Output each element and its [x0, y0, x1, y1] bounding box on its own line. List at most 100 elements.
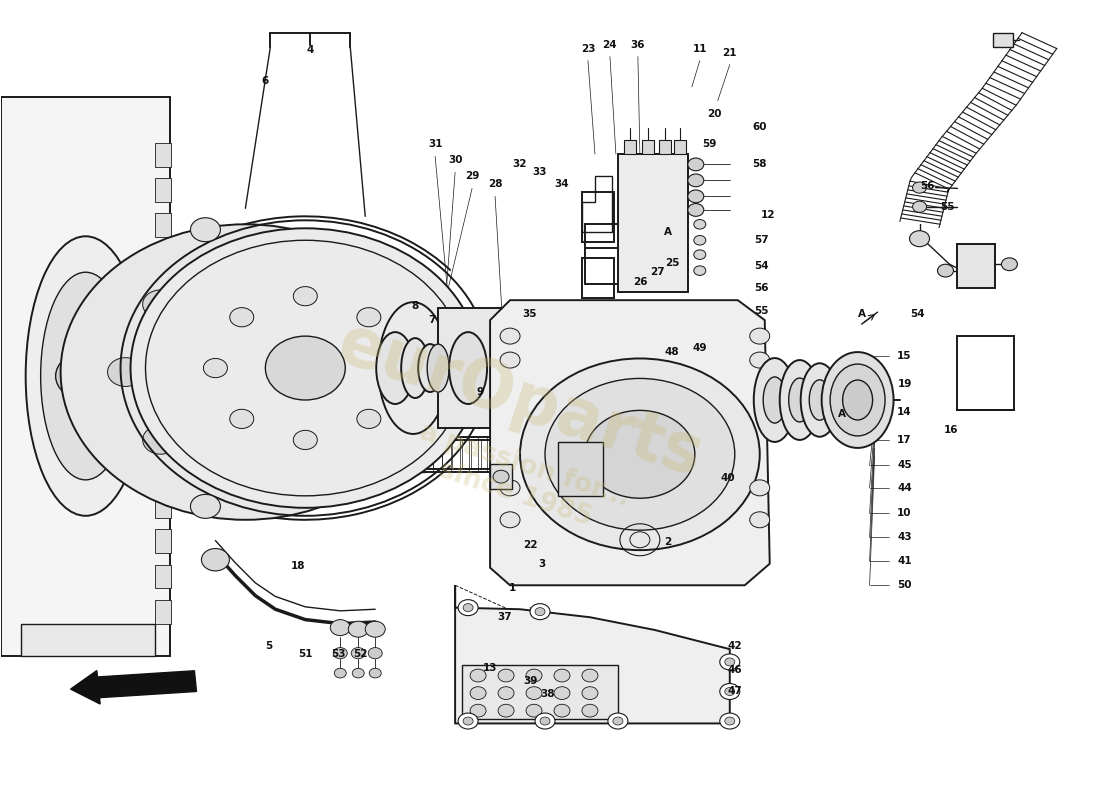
Circle shape: [180, 320, 310, 424]
Circle shape: [913, 201, 926, 212]
Text: 4: 4: [307, 46, 314, 55]
Circle shape: [294, 430, 317, 450]
Ellipse shape: [566, 330, 617, 406]
Ellipse shape: [376, 332, 415, 404]
Text: 41: 41: [898, 556, 912, 566]
Text: 9: 9: [476, 387, 484, 397]
Text: 60: 60: [752, 122, 767, 132]
Ellipse shape: [554, 342, 570, 394]
Text: 32: 32: [513, 159, 527, 170]
Circle shape: [352, 668, 364, 678]
Text: 19: 19: [898, 379, 912, 389]
Text: 38: 38: [541, 689, 556, 699]
Text: a passion for...
since 1985: a passion for... since 1985: [407, 419, 634, 541]
Circle shape: [365, 622, 385, 637]
Bar: [155, 530, 172, 554]
Circle shape: [688, 158, 704, 170]
Circle shape: [725, 687, 735, 695]
Circle shape: [688, 174, 704, 186]
Ellipse shape: [832, 382, 851, 418]
Text: 22: 22: [522, 540, 537, 550]
Circle shape: [500, 512, 520, 528]
Circle shape: [491, 356, 520, 380]
Circle shape: [383, 358, 407, 378]
Text: 27: 27: [650, 267, 666, 278]
Text: 11: 11: [693, 44, 707, 54]
Bar: [155, 248, 172, 272]
Polygon shape: [491, 300, 770, 586]
Text: 15: 15: [898, 351, 912, 361]
Text: 46: 46: [727, 665, 742, 675]
Circle shape: [228, 454, 263, 482]
Ellipse shape: [25, 236, 145, 516]
Text: 14: 14: [898, 407, 912, 417]
Ellipse shape: [41, 272, 131, 480]
Circle shape: [613, 717, 623, 725]
Circle shape: [500, 480, 520, 496]
Bar: [155, 143, 172, 167]
Bar: [155, 178, 172, 202]
Text: 47: 47: [727, 686, 742, 697]
Circle shape: [463, 604, 473, 612]
Ellipse shape: [780, 360, 820, 440]
Circle shape: [190, 494, 220, 518]
Circle shape: [725, 658, 735, 666]
Bar: [155, 459, 172, 483]
Circle shape: [750, 352, 770, 368]
Circle shape: [312, 426, 348, 454]
Text: 55: 55: [755, 306, 769, 315]
Text: 54: 54: [910, 309, 925, 318]
Circle shape: [608, 713, 628, 729]
Circle shape: [535, 713, 556, 729]
Text: A: A: [858, 309, 866, 318]
Circle shape: [143, 290, 178, 318]
Text: 5: 5: [265, 641, 272, 651]
Text: 16: 16: [944, 426, 959, 435]
Circle shape: [230, 410, 254, 429]
Text: 45: 45: [898, 461, 912, 470]
Ellipse shape: [822, 352, 893, 448]
Circle shape: [368, 647, 382, 658]
Text: 34: 34: [554, 179, 570, 190]
Text: 40: 40: [720, 474, 735, 483]
Ellipse shape: [578, 344, 607, 392]
Circle shape: [312, 290, 348, 318]
Ellipse shape: [754, 358, 795, 442]
Text: A: A: [664, 227, 672, 238]
Text: 35: 35: [522, 309, 537, 318]
Text: 56: 56: [921, 181, 935, 191]
Text: 50: 50: [898, 580, 912, 590]
Text: 6: 6: [262, 75, 270, 86]
Ellipse shape: [449, 332, 487, 404]
Circle shape: [458, 600, 478, 616]
Circle shape: [356, 410, 381, 429]
Circle shape: [526, 669, 542, 682]
Text: 12: 12: [760, 210, 775, 220]
Circle shape: [131, 228, 480, 508]
Circle shape: [56, 352, 116, 400]
Text: 42: 42: [727, 641, 742, 651]
Text: 24: 24: [603, 40, 617, 50]
Text: 33: 33: [532, 167, 548, 178]
Circle shape: [265, 336, 345, 400]
Circle shape: [540, 717, 550, 725]
Circle shape: [470, 704, 486, 717]
Bar: [155, 424, 172, 448]
Circle shape: [230, 308, 254, 327]
Circle shape: [725, 717, 735, 725]
Polygon shape: [618, 154, 688, 292]
Circle shape: [1001, 258, 1018, 270]
Ellipse shape: [378, 302, 448, 434]
Circle shape: [719, 713, 740, 729]
Ellipse shape: [830, 364, 886, 436]
Circle shape: [719, 654, 740, 670]
Ellipse shape: [843, 380, 872, 420]
Circle shape: [60, 224, 430, 520]
Circle shape: [750, 480, 770, 496]
Bar: [674, 140, 685, 154]
Circle shape: [463, 717, 473, 725]
Circle shape: [500, 328, 520, 344]
Bar: [438, 308, 503, 428]
Text: 1: 1: [508, 582, 516, 593]
Polygon shape: [1, 97, 170, 655]
